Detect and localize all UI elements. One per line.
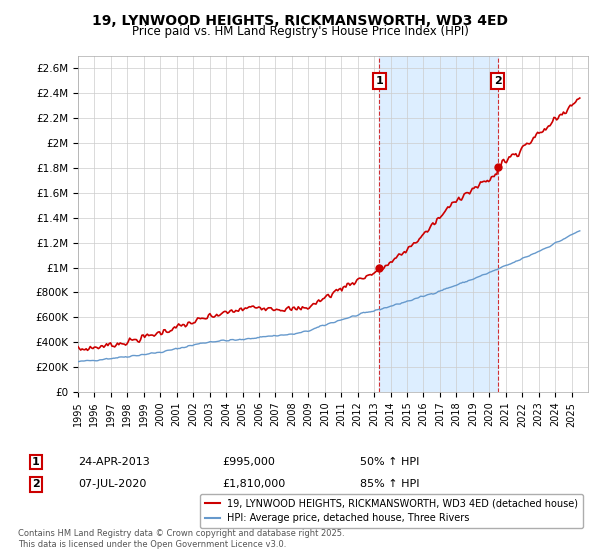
Text: Contains HM Land Registry data © Crown copyright and database right 2025.
This d: Contains HM Land Registry data © Crown c… bbox=[18, 529, 344, 549]
Text: 2: 2 bbox=[494, 76, 502, 86]
Text: 1: 1 bbox=[376, 76, 383, 86]
Text: Price paid vs. HM Land Registry's House Price Index (HPI): Price paid vs. HM Land Registry's House … bbox=[131, 25, 469, 38]
Text: 2: 2 bbox=[32, 479, 40, 489]
Bar bbox=[379, 56, 498, 392]
Text: £1,810,000: £1,810,000 bbox=[222, 479, 285, 489]
Text: 1: 1 bbox=[32, 457, 40, 467]
Text: 85% ↑ HPI: 85% ↑ HPI bbox=[360, 479, 419, 489]
Text: 24-APR-2013: 24-APR-2013 bbox=[78, 457, 150, 467]
Text: 50% ↑ HPI: 50% ↑ HPI bbox=[360, 457, 419, 467]
Legend: 19, LYNWOOD HEIGHTS, RICKMANSWORTH, WD3 4ED (detached house), HPI: Average price: 19, LYNWOOD HEIGHTS, RICKMANSWORTH, WD3 … bbox=[200, 494, 583, 528]
Text: 07-JUL-2020: 07-JUL-2020 bbox=[78, 479, 146, 489]
Text: 19, LYNWOOD HEIGHTS, RICKMANSWORTH, WD3 4ED: 19, LYNWOOD HEIGHTS, RICKMANSWORTH, WD3 … bbox=[92, 14, 508, 28]
Text: £995,000: £995,000 bbox=[222, 457, 275, 467]
